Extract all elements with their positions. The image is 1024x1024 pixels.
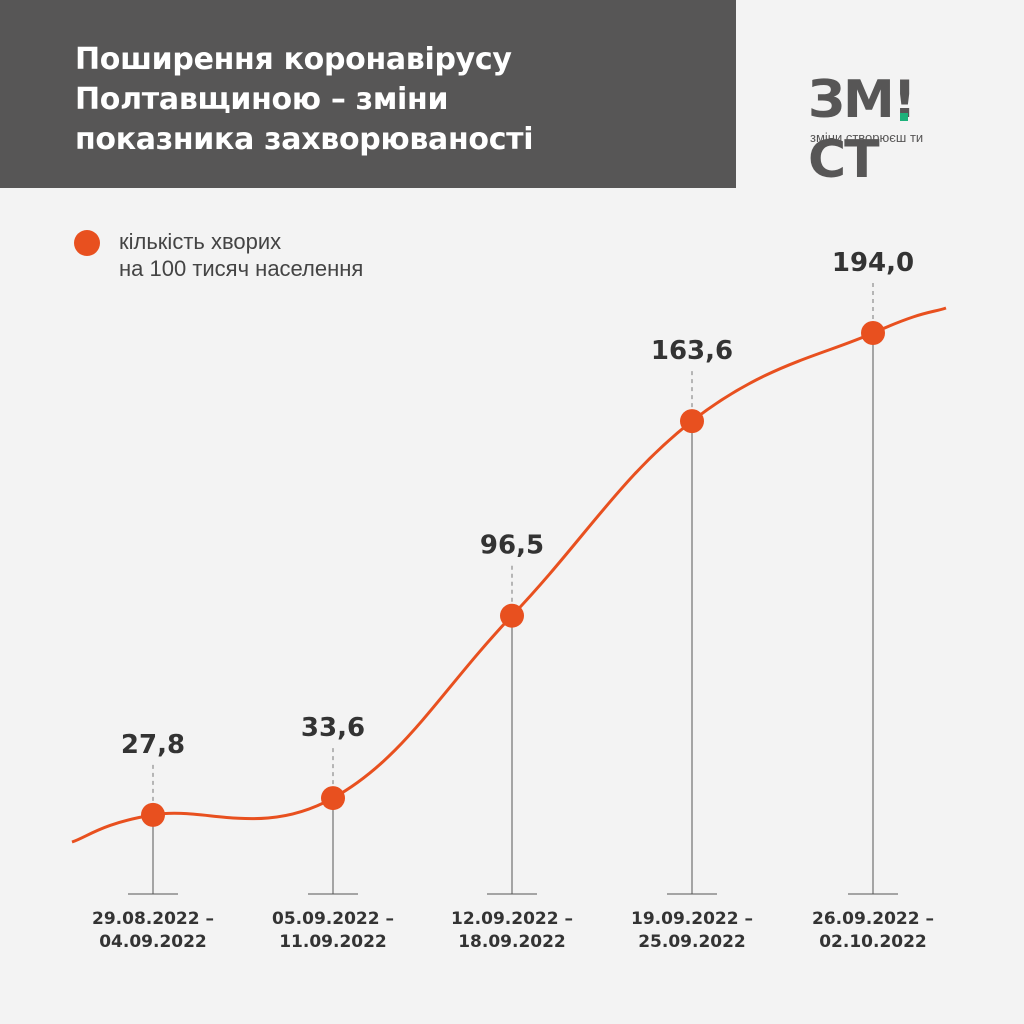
legend-line-1: кількість хворих bbox=[119, 229, 282, 254]
title-line-2: Полтавщиною – зміни bbox=[75, 82, 449, 117]
legend-marker-icon bbox=[74, 230, 100, 256]
category-label-2-line-2: 11.09.2022 bbox=[279, 932, 387, 952]
value-label-4: 163,6 bbox=[651, 336, 733, 366]
category-label-3-line-1: 12.09.2022 – bbox=[451, 909, 573, 929]
logo-exclamation-icon: ! bbox=[892, 70, 917, 130]
category-label-5-line-1: 26.09.2022 – bbox=[812, 909, 934, 929]
page-title: Поширення коронавірусу Полтавщиною – змі… bbox=[75, 40, 534, 160]
logo-tagline: зміни створюєш ти bbox=[810, 130, 924, 145]
data-point-3 bbox=[500, 603, 524, 628]
series-line bbox=[71, 306, 947, 844]
legend-line-2: на 100 тисяч населення bbox=[119, 256, 364, 281]
value-label-3: 96,5 bbox=[480, 531, 544, 561]
logo-wordmark: ЗМ!СТ bbox=[808, 70, 917, 190]
value-label-1: 27,8 bbox=[121, 730, 185, 760]
title-line-1: Поширення коронавірусу bbox=[75, 42, 512, 77]
category-label-4-line-1: 19.09.2022 – bbox=[631, 909, 753, 929]
category-label-1-line-2: 04.09.2022 bbox=[99, 932, 207, 952]
data-point-4 bbox=[680, 409, 704, 434]
zmist-logo: ЗМ!СТ зміни створюєш ти bbox=[808, 70, 958, 190]
category-label-4-line-2: 25.09.2022 bbox=[638, 932, 746, 952]
title-line-3: показника захворюваності bbox=[75, 122, 534, 157]
data-point-2 bbox=[321, 786, 345, 811]
header-banner: Поширення коронавірусу Полтавщиною – змі… bbox=[0, 0, 736, 188]
value-label-5: 194,0 bbox=[832, 248, 914, 278]
data-point-5 bbox=[861, 321, 885, 345]
data-point-1 bbox=[141, 802, 165, 827]
value-label-2: 33,6 bbox=[301, 713, 365, 743]
legend-label: кількість хворих на 100 тисяч населення bbox=[119, 228, 363, 282]
category-label-3-line-2: 18.09.2022 bbox=[458, 932, 566, 952]
category-label-5-line-2: 02.10.2022 bbox=[819, 932, 927, 952]
category-label-1-line-1: 29.08.2022 – bbox=[92, 909, 214, 929]
category-label-2-line-1: 05.09.2022 – bbox=[272, 909, 394, 929]
